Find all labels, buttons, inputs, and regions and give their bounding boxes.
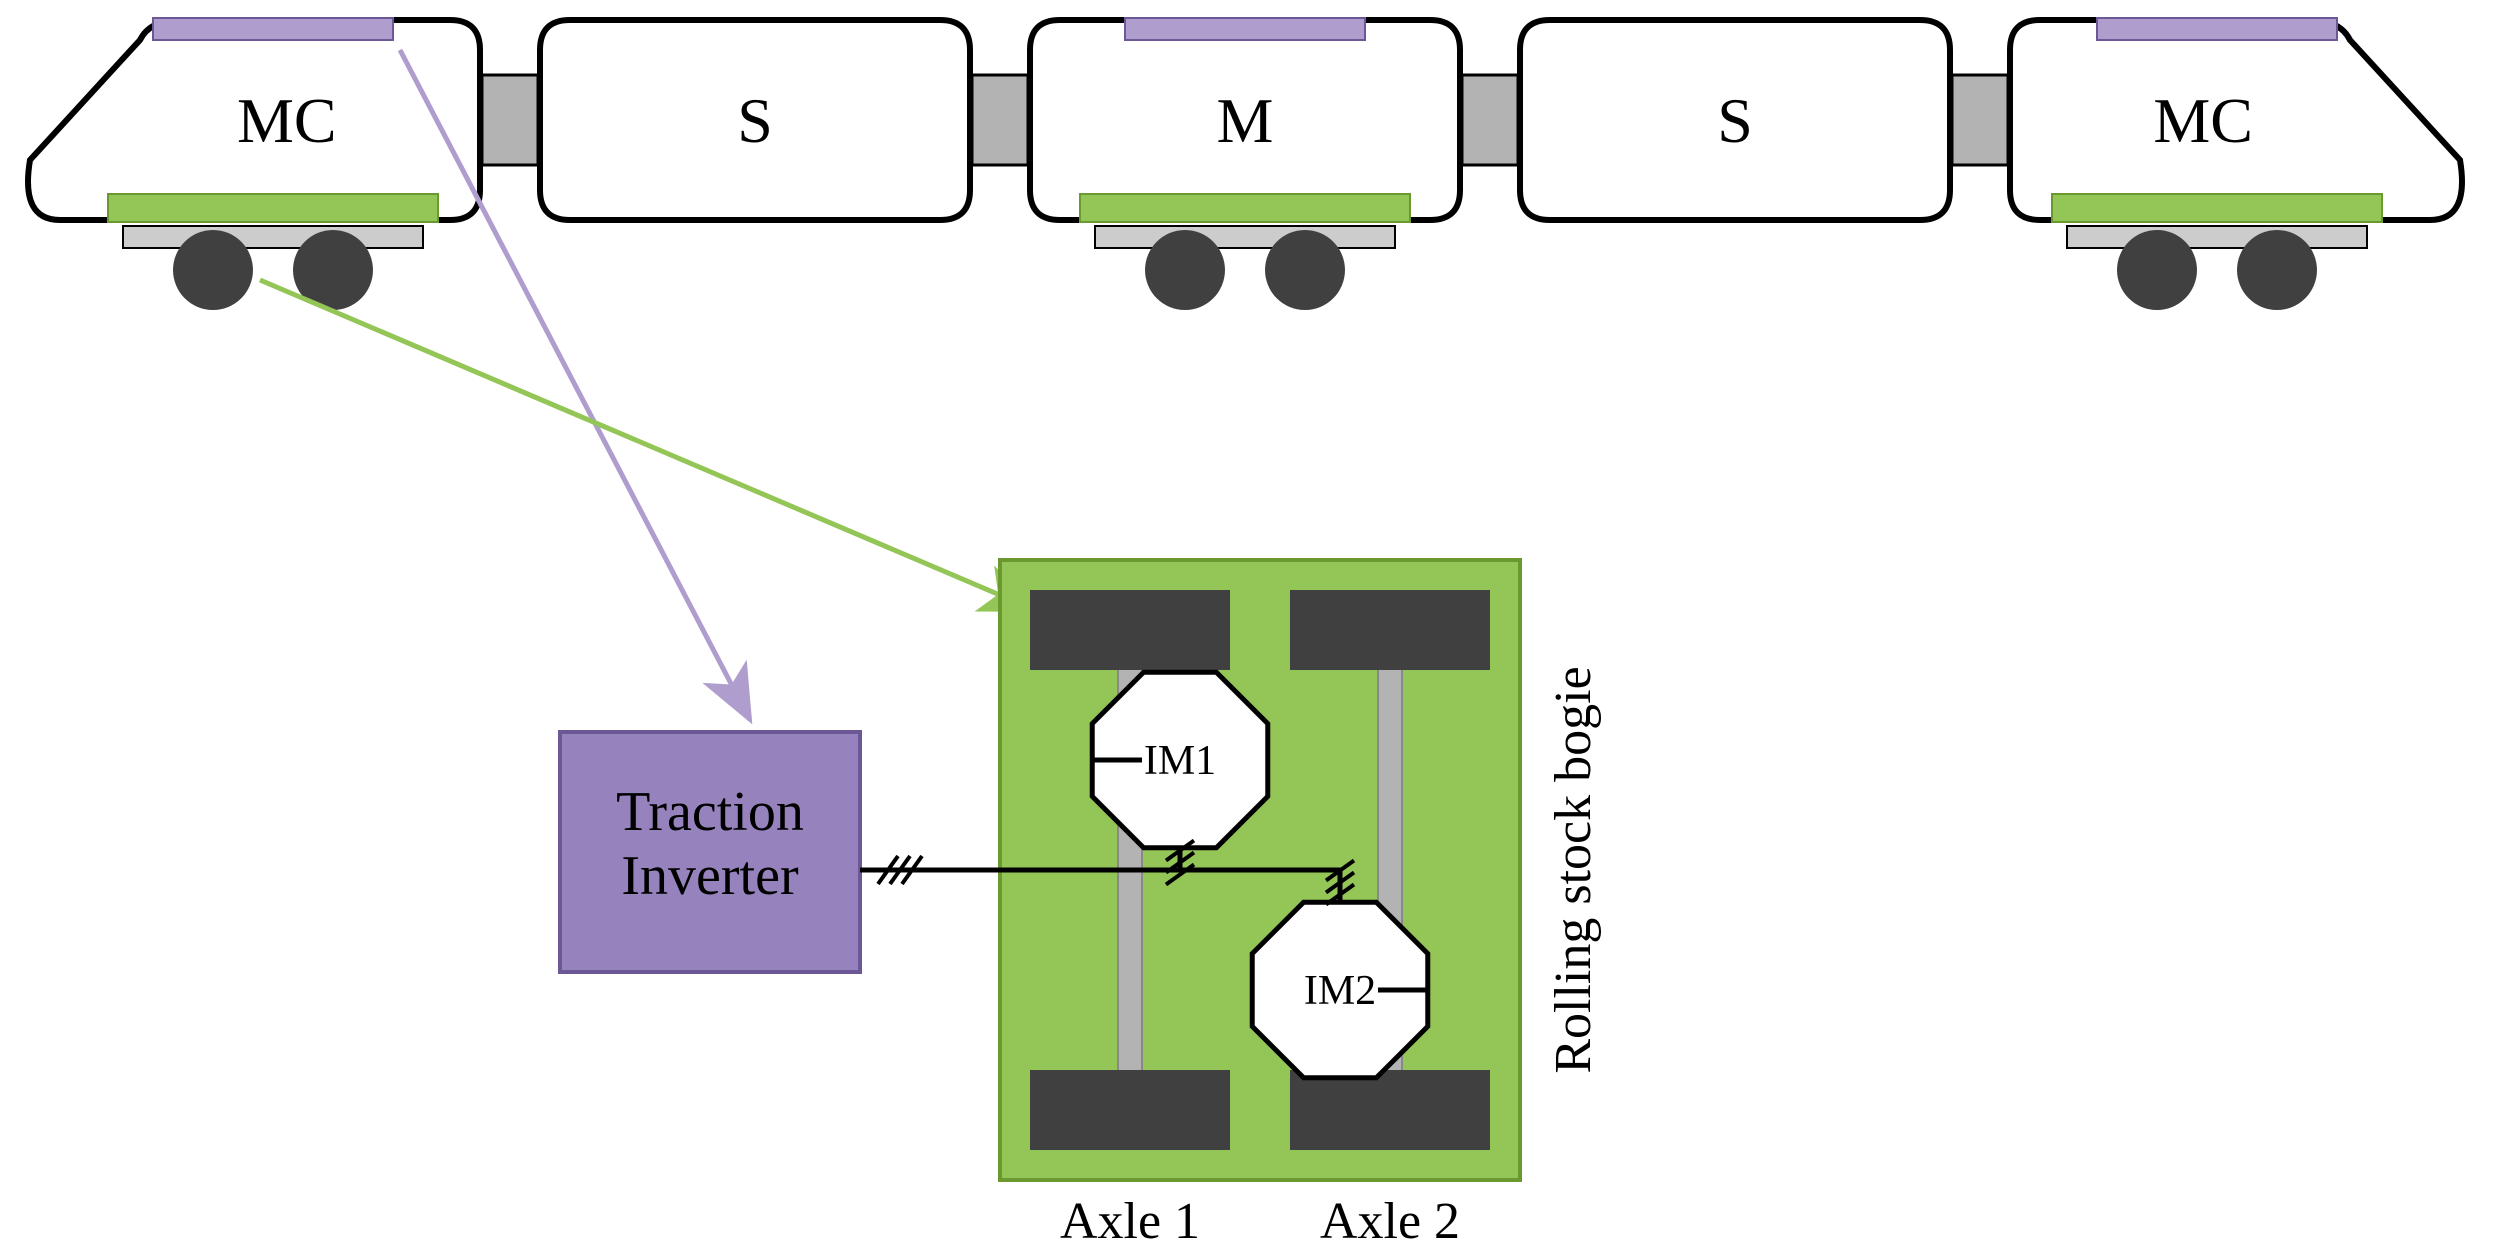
wheel-icon — [1145, 230, 1225, 310]
bogie-plate — [2067, 226, 2367, 248]
bogie-plate — [1095, 226, 1395, 248]
car-label: S — [737, 85, 773, 156]
pantograph-marker — [1125, 18, 1365, 40]
coupler — [1952, 75, 2008, 165]
coupler — [482, 75, 538, 165]
wheel-block-bot-1 — [1030, 1070, 1230, 1150]
pantograph-marker — [2097, 18, 2337, 40]
wheel-icon — [173, 230, 253, 310]
bogie-side-label: Rolling stock bogie — [1545, 666, 1602, 1073]
wheel-block-top-2 — [1290, 590, 1490, 670]
motor-label-im1: IM1 — [1144, 738, 1216, 784]
bogie-marker — [2052, 194, 2382, 222]
car-label: MC — [2153, 85, 2253, 156]
wheel-icon — [1265, 230, 1345, 310]
car-label: M — [1217, 85, 1274, 156]
pantograph-marker — [153, 18, 393, 40]
wheel-icon — [2237, 230, 2317, 310]
coupler — [1462, 75, 1518, 165]
coupler — [972, 75, 1028, 165]
inverter-label-1: Traction — [616, 781, 804, 843]
motor-label-im2: IM2 — [1304, 968, 1376, 1014]
car-label: S — [1717, 85, 1753, 156]
axle-1-label: Axle 1 — [1060, 1193, 1200, 1248]
inverter-label-2: Inverter — [621, 845, 799, 907]
bogie-plate — [123, 226, 423, 248]
arrow-bogie-to-detail — [260, 280, 1035, 610]
wheel-block-bot-2 — [1290, 1070, 1490, 1150]
axle-2-label: Axle 2 — [1320, 1193, 1460, 1248]
wheel-block-top-1 — [1030, 590, 1230, 670]
wheel-icon — [2117, 230, 2197, 310]
car-label: MC — [237, 85, 337, 156]
bogie-marker — [1080, 194, 1410, 222]
bogie-marker — [108, 194, 438, 222]
